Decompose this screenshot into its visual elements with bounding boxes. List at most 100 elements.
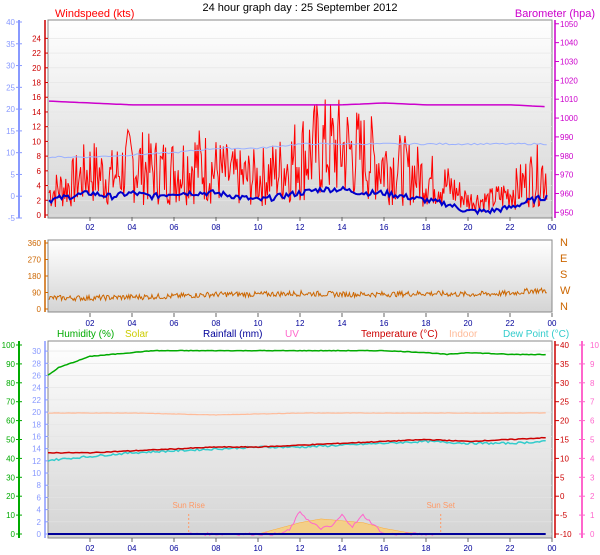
windspeed-tick-label: 24	[32, 34, 41, 43]
outer-tick-label: 25	[6, 83, 15, 92]
hour-label: 22	[506, 223, 515, 232]
humidity-tick-label: 100	[2, 341, 16, 350]
outer-tick-label: 15	[6, 127, 15, 136]
hour-label: 02	[86, 319, 95, 328]
barometer-tick-label: 950	[560, 208, 574, 217]
hour-label: 12	[296, 544, 305, 553]
outer-tick-label: 30	[6, 62, 15, 71]
humidity-line	[47, 349, 546, 376]
windspeed-tick-label: 6	[37, 167, 42, 176]
hour-label: 14	[338, 223, 347, 232]
barometer-tick-label: 970	[560, 171, 574, 180]
temperature-tick-label: -10	[560, 530, 572, 539]
hour-label: 10	[254, 544, 263, 553]
hour-label: 16	[380, 223, 389, 232]
humidity-tick-label: 80	[6, 379, 15, 388]
rainfall-tick-label: 16	[32, 432, 41, 441]
barometer-line	[48, 100, 545, 108]
direction-panel	[47, 239, 553, 313]
hour-label: 20	[464, 544, 473, 553]
hour-label: 18	[422, 319, 431, 328]
hour-label: 08	[212, 544, 221, 553]
windspeed-tick-label: 8	[37, 152, 42, 161]
legend-item: UV	[285, 329, 299, 340]
outer-tick-label: -5	[8, 214, 16, 223]
temperature-tick-label: 15	[560, 436, 569, 445]
barometer-tick-label: 1000	[560, 114, 578, 123]
temperature-tick-label: 25	[560, 398, 569, 407]
sunrise-label: Sun Rise	[172, 501, 205, 510]
uv-tick-label: 9	[590, 360, 595, 369]
temperature-tick-label: 40	[560, 341, 569, 350]
hour-label: 12	[296, 319, 305, 328]
hour-label: 14	[338, 319, 347, 328]
hour-label: 22	[506, 319, 515, 328]
humidity-tick-label: 60	[6, 417, 15, 426]
rainfall-tick-label: 22	[32, 396, 41, 405]
barometer-tick-label: 1030	[560, 57, 578, 66]
humidity-tick-label: 70	[6, 398, 15, 407]
windspeed-tick-label: 4	[37, 182, 42, 191]
dewpoint-line	[47, 439, 546, 462]
direction-tick-label: 0	[37, 305, 42, 314]
uv-tick-label: 1	[590, 511, 595, 520]
direction-tick-label: 360	[28, 239, 42, 248]
average-speed-line	[48, 185, 548, 216]
hour-label: 18	[422, 544, 431, 553]
rainfall-tick-label: 10	[32, 469, 41, 478]
humidity-tick-label: 0	[11, 530, 16, 539]
rainfall-tick-label: 26	[32, 371, 41, 380]
temperature-tick-label: 30	[560, 379, 569, 388]
outer-tick-label: 5	[11, 170, 16, 179]
rainfall-tick-label: 18	[32, 420, 41, 429]
wind-direction-line	[48, 286, 547, 303]
windspeed-tick-label: 22	[32, 49, 41, 58]
outer-tick-label: 10	[6, 149, 15, 158]
windspeed-tick-label: 14	[32, 108, 41, 117]
windspeed-tick-label: 0	[37, 211, 42, 220]
windspeed-tick-label: 18	[32, 79, 41, 88]
direction-tick-label: 270	[28, 256, 42, 265]
chart-title: 24 hour graph day : 25 September 2012	[202, 2, 397, 14]
temperature-tick-label: 35	[560, 360, 569, 369]
rainfall-tick-label: 2	[37, 518, 42, 527]
compass-label: N	[560, 301, 568, 313]
hour-label: 16	[380, 544, 389, 553]
hour-label: 00	[548, 319, 557, 328]
temperature-tick-label: -5	[560, 511, 568, 520]
hour-label: 12	[296, 223, 305, 232]
humidity-tick-label: 50	[6, 436, 15, 445]
hour-label: 10	[254, 319, 263, 328]
windspeed-tick-label: 2	[37, 196, 42, 205]
hour-label: 08	[212, 319, 221, 328]
uv-tick-label: 0	[590, 530, 595, 539]
uv-tick-label: 2	[590, 492, 595, 501]
barometer-tick-label: 1020	[560, 76, 578, 85]
uv-tick-label: 5	[590, 436, 595, 445]
humidity-tick-label: 90	[6, 360, 15, 369]
indoor-line	[47, 412, 546, 416]
legend-item: Dew Point (°C)	[503, 329, 569, 340]
uv-tick-label: 3	[590, 473, 595, 482]
hour-label: 00	[548, 544, 557, 553]
hour-label: 02	[86, 544, 95, 553]
compass-label: S	[560, 269, 567, 281]
rainfall-tick-label: 6	[37, 493, 42, 502]
rainfall-tick-label: 8	[37, 481, 42, 490]
windspeed-tick-label: 16	[32, 93, 41, 102]
barometer-tick-label: 980	[560, 152, 574, 161]
temperature-tick-label: 5	[560, 473, 565, 482]
outer-tick-label: 0	[11, 192, 16, 201]
hour-label: 04	[128, 223, 137, 232]
uv-tick-label: 7	[590, 398, 595, 407]
legend-item: Humidity (%)	[57, 329, 114, 340]
humidity-tick-label: 40	[6, 454, 15, 463]
sunset-label: Sun Set	[426, 501, 455, 510]
hour-label: 14	[338, 544, 347, 553]
windspeed-tick-label: 10	[32, 137, 41, 146]
temperature-tick-label: 0	[560, 492, 565, 501]
rainfall-tick-label: 28	[32, 359, 41, 368]
windspeed-line	[48, 99, 548, 213]
hour-label: 22	[506, 544, 515, 553]
